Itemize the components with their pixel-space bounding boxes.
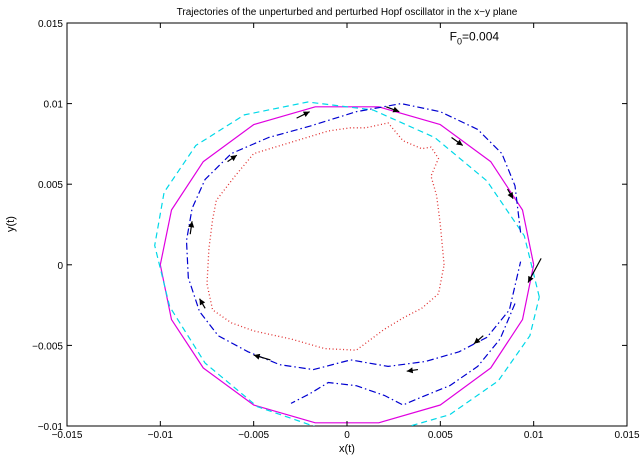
chart-title: Trajectories of the unperturbed and pert… xyxy=(177,7,518,18)
direction-arrow-7 xyxy=(253,353,271,361)
tick-layer: −0.015 −0.01 −0.005 0 0.005 0.01 0.015−0.01−0.… xyxy=(32,19,640,441)
x-tick-label: −0.005 xyxy=(238,430,269,441)
direction-arrow-6 xyxy=(406,367,419,374)
x-tick-label: 0.015 xyxy=(614,430,639,441)
direction-arrow-2 xyxy=(451,136,464,146)
direction-arrow-0 xyxy=(296,111,310,119)
y-tick-label: −0.01 xyxy=(38,422,64,433)
y-tick-label: 0 xyxy=(57,261,63,272)
plot-area xyxy=(66,22,628,427)
series-1-line xyxy=(154,101,540,426)
x-tick-label: 0.01 xyxy=(524,430,544,441)
series-3-line xyxy=(290,303,516,406)
y-tick-label: 0.01 xyxy=(44,100,64,111)
direction-arrow-9 xyxy=(188,221,195,235)
y-tick-label: 0.005 xyxy=(38,180,63,191)
arrow-layer xyxy=(188,106,542,374)
x-tick-label: 0 xyxy=(344,430,350,441)
y-tick-label: −0.005 xyxy=(32,341,63,352)
f0-annotation: F0=0.004 xyxy=(450,30,500,47)
direction-arrow-5 xyxy=(473,335,484,345)
x-tick-label: 0.005 xyxy=(428,430,453,441)
x-tick-label: −0.015 xyxy=(52,430,83,441)
direction-arrow-3 xyxy=(507,188,514,200)
direction-arrow-10 xyxy=(227,154,238,163)
f0-annotation-rest: =0.004 xyxy=(462,30,499,44)
y-tick-label: 0.015 xyxy=(38,19,63,30)
series-layer xyxy=(154,101,540,426)
x-tick-label: −0.01 xyxy=(148,430,174,441)
series-2-line xyxy=(185,102,522,371)
y-axis-label: y(t) xyxy=(5,216,17,232)
series-0-line xyxy=(159,106,535,424)
direction-arrow-1 xyxy=(385,106,400,113)
direction-arrow-8 xyxy=(199,298,206,309)
f0-annotation-base: F xyxy=(450,30,457,44)
f0-annotation-sub: 0 xyxy=(457,37,462,47)
x-axis-label: x(t) xyxy=(339,443,355,455)
direction-arrow-4 xyxy=(527,258,542,283)
